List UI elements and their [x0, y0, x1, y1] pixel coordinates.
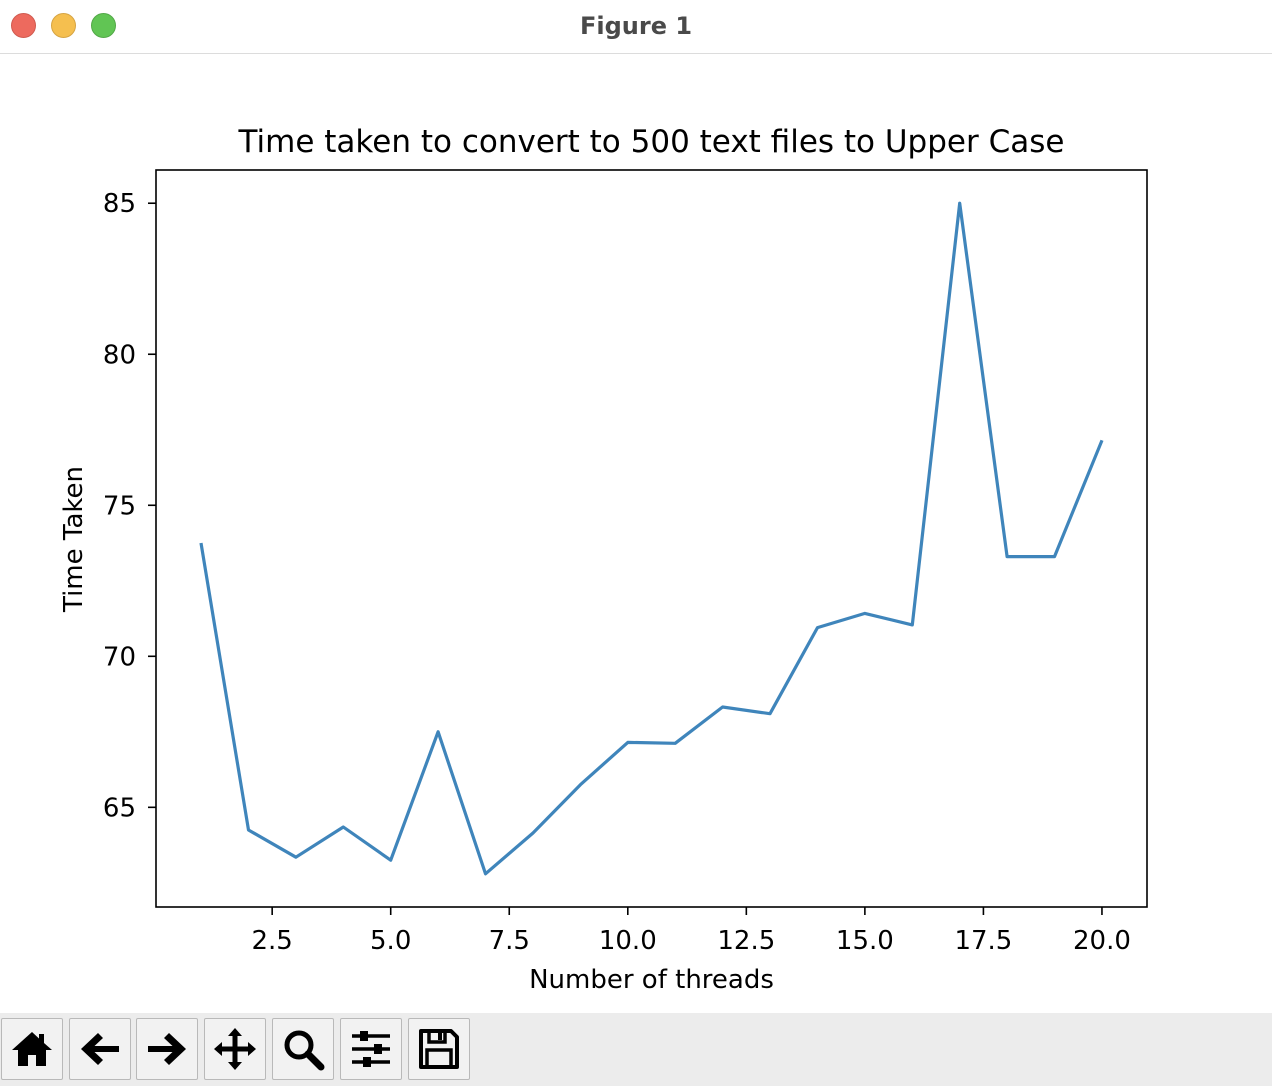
- zoom-button[interactable]: [272, 1018, 334, 1080]
- x-tick-label: 20.0: [1073, 926, 1131, 956]
- window-titlebar: Figure 1: [0, 0, 1272, 54]
- pan-button[interactable]: [204, 1018, 266, 1080]
- y-tick-label: 75: [103, 491, 136, 521]
- navigation-toolbar: [0, 1013, 1272, 1086]
- x-tick-label: 12.5: [717, 926, 775, 956]
- plot-frame: [155, 169, 1148, 908]
- line-chart: 2.5 5.0 7.5 10.0 12.5 15.0 17.5 20.06570758085 …: [59, 124, 1148, 995]
- ticks-layer: 2.5 5.0 7.5 10.0 12.5 15.0 17.5 20.0 65 70 75 80 85: [103, 189, 1131, 956]
- forward-button[interactable]: [136, 1018, 198, 1080]
- x-tick-label: 17.5: [954, 926, 1012, 956]
- move-icon: [214, 1028, 256, 1070]
- configure-subplots-button[interactable]: [340, 1018, 402, 1080]
- arrow-left-icon: [81, 1033, 119, 1065]
- x-tick-label: 7.5: [489, 926, 530, 956]
- close-window-button[interactable]: [11, 13, 36, 38]
- sliders-icon: [352, 1031, 390, 1067]
- x-tick-label: 10.0: [599, 926, 657, 956]
- floppy-disk-icon: [419, 1029, 459, 1069]
- x-tick-label: 5.0: [370, 926, 411, 956]
- y-tick-label: 65: [103, 793, 136, 823]
- chart-title: Time taken to convert to 500 text files …: [238, 124, 1065, 160]
- x-axis-label: Number of threads: [529, 965, 774, 995]
- window-title: Figure 1: [579, 12, 693, 40]
- arrow-right-icon: [148, 1033, 186, 1065]
- y-tick-label: 80: [103, 340, 136, 370]
- home-button[interactable]: [1, 1018, 63, 1080]
- home-icon: [12, 1032, 52, 1066]
- save-button[interactable]: [408, 1018, 470, 1080]
- series-line: [199, 201, 1104, 876]
- back-button[interactable]: [69, 1018, 131, 1080]
- x-tick-label: 2.5: [251, 926, 292, 956]
- y-tick-label: 70: [103, 642, 136, 672]
- x-tick-label: 15.0: [836, 926, 894, 956]
- y-tick-label: 85: [103, 189, 136, 219]
- magnifier-icon: [284, 1030, 325, 1071]
- zoom-window-button[interactable]: [91, 13, 116, 38]
- y-axis-label: Time Taken: [59, 466, 89, 613]
- minimize-window-button[interactable]: [51, 13, 76, 38]
